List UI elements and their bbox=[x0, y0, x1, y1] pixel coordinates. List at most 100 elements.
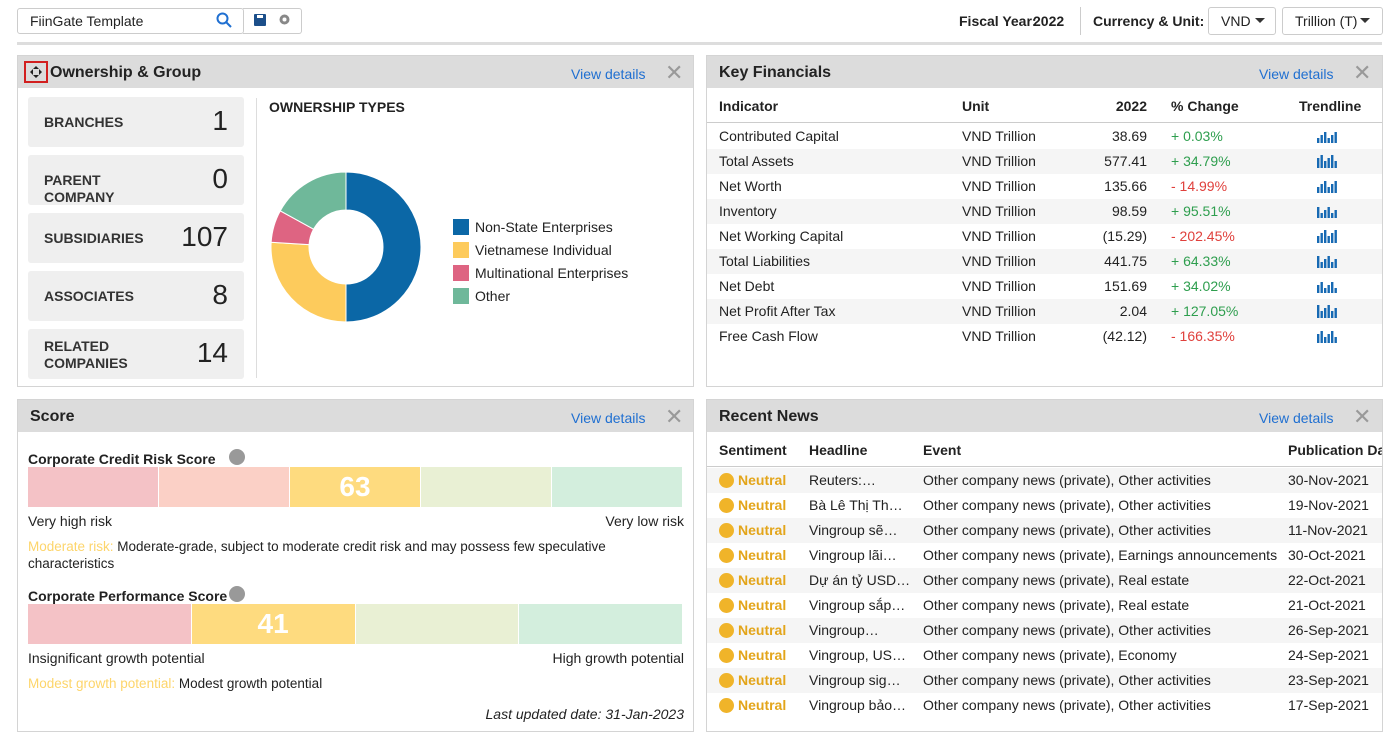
info-icon[interactable] bbox=[229, 449, 245, 465]
event: Other company news (private), Other acti… bbox=[923, 497, 1211, 513]
headline[interactable]: Dự án tỷ USD… bbox=[809, 572, 910, 588]
view-details[interactable]: View details bbox=[1259, 410, 1333, 426]
sentiment: Neutral bbox=[738, 672, 786, 688]
percent-change: + 34.02% bbox=[1171, 278, 1231, 294]
legend-label: Multinational Enterprises bbox=[475, 265, 628, 281]
close[interactable]: ✕ bbox=[665, 404, 683, 430]
percent-change: - 202.45% bbox=[1171, 228, 1235, 244]
trend-bar bbox=[1321, 233, 1323, 243]
score-segment: 63 bbox=[290, 467, 420, 507]
trendline-icon bbox=[1317, 179, 1341, 195]
trend-bar bbox=[1328, 285, 1330, 293]
trendline-icon bbox=[1317, 129, 1341, 145]
event: Other company news (private), Other acti… bbox=[923, 622, 1211, 638]
indicator: Contributed Capital bbox=[719, 128, 839, 144]
note-label: Modest growth potential: bbox=[28, 676, 175, 691]
legend-swatch bbox=[453, 219, 469, 235]
trend-bar bbox=[1335, 230, 1337, 243]
sentiment-dot bbox=[719, 548, 734, 563]
count-value: 107 bbox=[181, 221, 228, 253]
score-segment bbox=[421, 467, 551, 507]
event: Other company news (private), Real estat… bbox=[923, 597, 1189, 613]
sentiment-dot bbox=[719, 573, 734, 588]
headline[interactable]: Reuters:… bbox=[809, 472, 876, 488]
headline[interactable]: Vingroup, US… bbox=[809, 647, 906, 663]
sentiment: Neutral bbox=[738, 472, 786, 488]
percent-change: + 34.79% bbox=[1171, 153, 1231, 169]
headline[interactable]: Bà Lê Thị Th… bbox=[809, 497, 903, 513]
event: Other company news (private), Economy bbox=[923, 647, 1177, 663]
trend-bar bbox=[1321, 135, 1323, 143]
low-label: Very high risk bbox=[28, 513, 112, 529]
close[interactable]: ✕ bbox=[1353, 60, 1371, 86]
headline[interactable]: Vingroup bảo… bbox=[809, 697, 906, 713]
sentiment: Neutral bbox=[738, 547, 786, 563]
column-header: Indicator bbox=[719, 98, 778, 114]
sentiment: Neutral bbox=[738, 647, 786, 663]
trend-bar bbox=[1335, 181, 1337, 193]
trend-bar bbox=[1331, 135, 1333, 143]
donut-chart: Non-State EnterprisesVietnamese Individu… bbox=[258, 156, 638, 336]
column-header: % Change bbox=[1171, 98, 1239, 114]
value: 38.69 bbox=[1112, 128, 1147, 144]
trend-bar bbox=[1331, 233, 1333, 243]
sentiment-dot bbox=[719, 598, 734, 613]
last-updated: Last updated date: 31-Jan-2023 bbox=[486, 706, 685, 722]
count-box: SUBSIDIARIES107 bbox=[28, 213, 244, 263]
close[interactable]: ✕ bbox=[1353, 404, 1371, 430]
count-label: RELATED COMPANIES bbox=[44, 338, 164, 372]
trend-bar bbox=[1317, 187, 1319, 193]
trendline-icon bbox=[1317, 204, 1341, 220]
trend-bar bbox=[1331, 311, 1333, 318]
types-title: OWNERSHIP TYPES bbox=[269, 99, 405, 115]
indicator: Free Cash Flow bbox=[719, 328, 818, 344]
percent-change: + 127.05% bbox=[1171, 303, 1238, 319]
trend-bar bbox=[1335, 132, 1337, 143]
score-panel: Score View details ✕ Last updated date: … bbox=[17, 399, 694, 732]
trend-bar bbox=[1335, 259, 1337, 268]
indicator: Inventory bbox=[719, 203, 777, 219]
sentiment-dot bbox=[719, 623, 734, 638]
event: Other company news (private), Earnings a… bbox=[923, 547, 1277, 563]
column-header: Headline bbox=[809, 442, 867, 458]
score-segment bbox=[356, 604, 519, 644]
view-details[interactable]: View details bbox=[571, 66, 645, 82]
view-details[interactable]: View details bbox=[571, 410, 645, 426]
trend-bar bbox=[1324, 161, 1326, 168]
publication-date: 30-Oct-2021 bbox=[1288, 547, 1366, 563]
drag-handle[interactable] bbox=[24, 61, 48, 83]
table-row bbox=[707, 199, 1382, 224]
publication-date: 26-Sep-2021 bbox=[1288, 622, 1369, 638]
trend-bar bbox=[1324, 181, 1326, 193]
trend-bar bbox=[1328, 207, 1330, 218]
headline[interactable]: Vingroup sẽ… bbox=[809, 522, 897, 538]
headline[interactable]: Vingroup sig… bbox=[809, 672, 901, 688]
legend-swatch bbox=[453, 265, 469, 281]
score-note: Moderate risk: Moderate-grade, subject t… bbox=[28, 538, 648, 572]
sentiment: Neutral bbox=[738, 497, 786, 513]
count-label: PARENT COMPANY bbox=[44, 172, 164, 206]
trendline-icon bbox=[1317, 304, 1341, 320]
sentiment-dot bbox=[719, 473, 734, 488]
table-row bbox=[707, 274, 1382, 299]
percent-change: - 166.35% bbox=[1171, 328, 1235, 344]
count-box: ASSOCIATES8 bbox=[28, 271, 244, 321]
trend-bar bbox=[1331, 331, 1333, 343]
count-value: 1 bbox=[212, 105, 228, 137]
headline[interactable]: Vingroup sắp… bbox=[809, 597, 905, 613]
close[interactable]: ✕ bbox=[665, 60, 683, 86]
trend-bar bbox=[1331, 184, 1333, 193]
info-icon[interactable] bbox=[229, 586, 245, 602]
view-details[interactable]: View details bbox=[1259, 66, 1333, 82]
score-segment: 41 bbox=[192, 604, 355, 644]
headline[interactable]: Vingroup lãi… bbox=[809, 547, 897, 563]
score-value: 41 bbox=[192, 608, 355, 640]
trend-bar bbox=[1317, 138, 1319, 143]
sentiment: Neutral bbox=[738, 697, 786, 713]
headline[interactable]: Vingroup… bbox=[809, 622, 879, 638]
publication-date: 22-Oct-2021 bbox=[1288, 572, 1366, 588]
sentiment-dot bbox=[719, 523, 734, 538]
column-header: Event bbox=[923, 442, 961, 458]
trend-bar bbox=[1328, 334, 1330, 343]
high-label: High growth potential bbox=[552, 650, 684, 666]
